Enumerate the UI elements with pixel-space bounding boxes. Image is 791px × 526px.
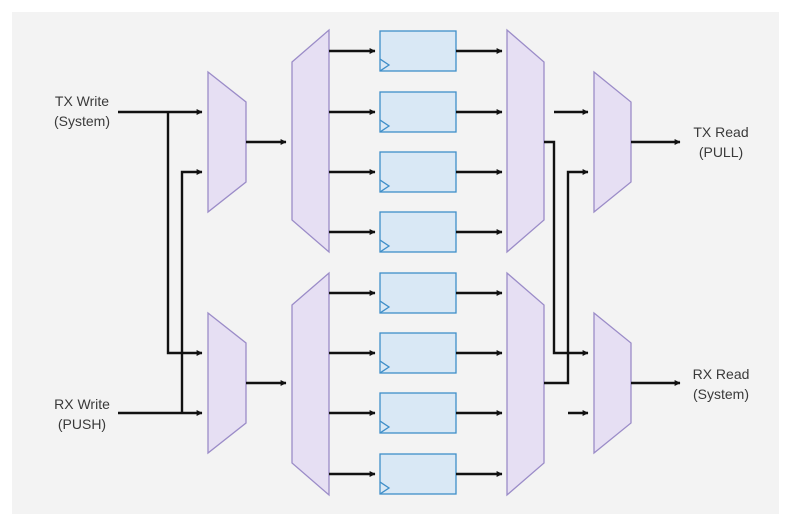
rx-read-label: RX Read bbox=[693, 366, 750, 382]
clock-icon bbox=[379, 481, 391, 495]
rx-read-mux bbox=[593, 311, 632, 455]
rx-demux bbox=[291, 271, 330, 497]
clock-icon bbox=[379, 420, 391, 434]
diagram-background bbox=[12, 12, 779, 514]
tx-out-to-rx-read-wire bbox=[544, 140, 589, 356]
tx-input-mux bbox=[207, 70, 247, 214]
tx-write-to-rx-mux-wire bbox=[166, 112, 203, 356]
register-3 bbox=[379, 151, 457, 193]
tx-output-mux bbox=[506, 28, 545, 254]
rx-output-mux bbox=[506, 271, 545, 497]
register-5 bbox=[379, 272, 457, 314]
tx-read-mux bbox=[593, 70, 632, 214]
rx-write-to-tx-mux-wire bbox=[180, 169, 203, 413]
clock-icon bbox=[379, 360, 391, 374]
rx-write-sublabel: (PUSH) bbox=[58, 416, 106, 432]
tx-read-label: TX Read bbox=[693, 124, 748, 140]
clock-icon bbox=[379, 179, 391, 193]
tx-write-label: TX Write bbox=[55, 93, 109, 109]
rx-input-mux bbox=[207, 311, 247, 455]
register-1 bbox=[379, 30, 457, 72]
tx-read-sublabel: (PULL) bbox=[699, 144, 743, 160]
clock-icon bbox=[379, 119, 391, 133]
register-group bbox=[379, 30, 457, 495]
wire-group bbox=[118, 48, 681, 477]
rx-read-sublabel: (System) bbox=[693, 386, 749, 402]
rx-write-label: RX Write bbox=[54, 396, 110, 412]
tx-demux bbox=[291, 28, 330, 254]
register-7 bbox=[379, 392, 457, 434]
register-6 bbox=[379, 332, 457, 374]
register-4 bbox=[379, 211, 457, 253]
clock-icon bbox=[379, 58, 391, 72]
clock-icon bbox=[379, 300, 391, 314]
clock-icon bbox=[379, 239, 391, 253]
rx-out-to-tx-read-wire bbox=[544, 169, 589, 385]
register-8 bbox=[379, 453, 457, 495]
register-2 bbox=[379, 91, 457, 133]
tx-write-sublabel: (System) bbox=[54, 113, 110, 129]
